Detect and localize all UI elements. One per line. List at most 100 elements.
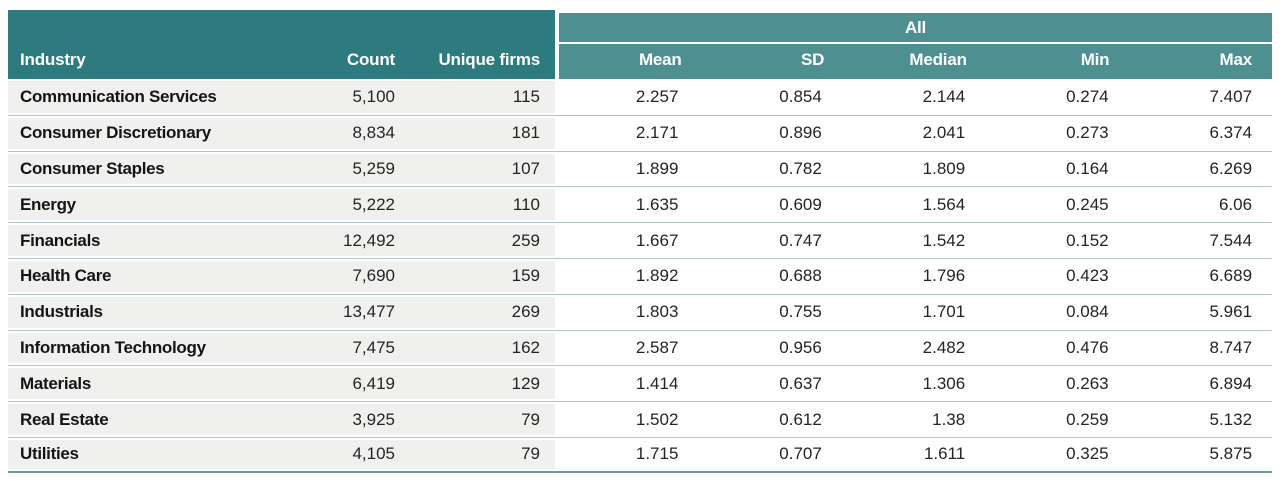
cell-industry: Energy xyxy=(8,187,240,223)
stats-column-headers: Mean SD Median Min Max xyxy=(559,44,1272,79)
cell-sd: 0.755 xyxy=(698,294,842,330)
column-header-unique-firms: Unique firms xyxy=(438,50,540,69)
cell-count: 4,105 xyxy=(240,437,415,471)
cell-count: 6,419 xyxy=(240,366,415,402)
cell-industry: Information Technology xyxy=(8,330,240,366)
summary-statistics-table: Industry Count Unique firms All Mean SD … xyxy=(8,10,1273,473)
table-row: Real Estate 3,925 79 1.502 0.612 1.38 0.259 5.1… xyxy=(8,401,1273,437)
cell-mean: 1.803 xyxy=(555,294,699,330)
cell-median: 1.564 xyxy=(841,187,986,223)
cell-median: 2.482 xyxy=(841,330,986,366)
cell-count: 3,925 xyxy=(240,402,415,437)
cell-unique-firms: 259 xyxy=(415,223,555,258)
cell-max: 6.894 xyxy=(1128,366,1273,402)
cell-min: 0.274 xyxy=(985,79,1129,115)
cell-median: 1.611 xyxy=(841,437,986,471)
cell-sd: 0.612 xyxy=(698,402,842,437)
cell-unique-firms: 115 xyxy=(415,79,555,115)
cell-mean: 1.635 xyxy=(555,187,699,223)
cell-sd: 0.688 xyxy=(698,258,842,294)
cell-unique-firms: 162 xyxy=(415,330,555,366)
cell-min: 0.273 xyxy=(985,115,1129,151)
header-divider-line xyxy=(559,42,1272,44)
cell-industry: Industrials xyxy=(8,294,240,330)
cell-industry: Communication Services xyxy=(8,79,240,115)
cell-min: 0.325 xyxy=(985,437,1129,471)
cell-unique-firms: 79 xyxy=(415,402,555,437)
cell-median: 1.38 xyxy=(841,402,986,437)
column-header-count: Count xyxy=(346,50,395,69)
cell-max: 6.374 xyxy=(1128,115,1273,151)
cell-sd: 0.609 xyxy=(698,187,842,223)
cell-count: 12,492 xyxy=(240,223,415,258)
cell-max: 5.132 xyxy=(1128,402,1273,437)
header-left-section: Industry Count Unique firms xyxy=(8,10,555,79)
cell-max: 6.689 xyxy=(1128,258,1273,294)
cell-median: 1.542 xyxy=(841,223,986,258)
column-header-min: Min xyxy=(1080,50,1110,69)
table-row: Financials 12,492 259 1.667 0.747 1.542 0.152 7… xyxy=(8,222,1273,258)
cell-count: 5,222 xyxy=(240,187,415,223)
cell-median: 1.306 xyxy=(841,366,986,402)
cell-industry: Health Care xyxy=(8,258,240,294)
table-row: Industrials 13,477 269 1.803 0.755 1.701 0.084… xyxy=(8,293,1273,330)
cell-sd: 0.707 xyxy=(698,437,842,471)
cell-unique-firms: 110 xyxy=(415,187,555,223)
cell-mean: 2.171 xyxy=(555,115,699,151)
cell-industry: Materials xyxy=(8,366,240,402)
cell-median: 2.144 xyxy=(841,79,986,115)
cell-mean: 1.502 xyxy=(555,402,699,437)
cell-median: 1.701 xyxy=(841,294,986,330)
table-row: Energy 5,222 110 1.635 0.609 1.564 0.245 6.06 xyxy=(8,186,1273,223)
cell-unique-firms: 269 xyxy=(415,294,555,330)
cell-unique-firms: 79 xyxy=(415,437,555,471)
cell-max: 7.407 xyxy=(1128,79,1273,115)
cell-min: 0.152 xyxy=(985,223,1129,258)
cell-unique-firms: 159 xyxy=(415,258,555,294)
cell-min: 0.084 xyxy=(985,294,1129,330)
cell-unique-firms: 129 xyxy=(415,366,555,402)
cell-unique-firms: 181 xyxy=(415,115,555,151)
cell-median: 1.796 xyxy=(841,258,986,294)
cell-industry: Consumer Discretionary xyxy=(8,115,240,151)
cell-mean: 1.667 xyxy=(555,223,699,258)
cell-count: 8,834 xyxy=(240,115,415,151)
cell-sd: 0.956 xyxy=(698,330,842,366)
table-row: Utilities 4,105 79 1.715 0.707 1.611 0.325 5.87… xyxy=(8,436,1273,473)
table-body: Communication Services 5,100 115 2.257 0.854… xyxy=(8,79,1273,473)
cell-count: 7,475 xyxy=(240,330,415,366)
table-row: Consumer Discretionary 8,834 181 2.171 0.896… xyxy=(8,114,1273,151)
cell-mean: 1.715 xyxy=(555,437,699,471)
cell-sd: 0.637 xyxy=(698,366,842,402)
cell-industry: Financials xyxy=(8,223,240,258)
cell-count: 5,259 xyxy=(240,151,415,187)
cell-median: 2.041 xyxy=(841,115,986,151)
cell-mean: 1.414 xyxy=(555,366,699,402)
cell-count: 5,100 xyxy=(240,79,415,115)
cell-sd: 0.782 xyxy=(698,151,842,187)
column-header-median: Median xyxy=(909,50,967,69)
cell-min: 0.259 xyxy=(985,402,1129,437)
cell-count: 7,690 xyxy=(240,258,415,294)
group-header-all: All xyxy=(559,13,1272,42)
table-header: Industry Count Unique firms All Mean SD … xyxy=(8,10,1272,79)
cell-max: 6.269 xyxy=(1128,151,1273,187)
column-header-mean: Mean xyxy=(638,50,682,69)
table-row: Consumer Staples 5,259 107 1.899 0.782 1.809 0… xyxy=(8,150,1273,187)
cell-min: 0.423 xyxy=(985,258,1129,294)
cell-sd: 0.854 xyxy=(698,79,842,115)
cell-max: 5.875 xyxy=(1128,437,1273,471)
cell-min: 0.263 xyxy=(985,366,1129,402)
cell-min: 0.245 xyxy=(985,187,1129,223)
table-row: Health Care 7,690 159 1.892 0.688 1.796 0.423 6… xyxy=(8,257,1273,294)
cell-mean: 2.257 xyxy=(555,79,699,115)
column-header-max: Max xyxy=(1219,50,1252,69)
cell-sd: 0.747 xyxy=(698,223,842,258)
cell-max: 5.961 xyxy=(1128,294,1273,330)
cell-industry: Real Estate xyxy=(8,402,240,437)
cell-min: 0.164 xyxy=(985,151,1129,187)
column-header-sd: SD xyxy=(800,50,825,69)
cell-max: 7.544 xyxy=(1128,223,1273,258)
cell-max: 6.06 xyxy=(1128,187,1273,223)
cell-mean: 2.587 xyxy=(555,330,699,366)
